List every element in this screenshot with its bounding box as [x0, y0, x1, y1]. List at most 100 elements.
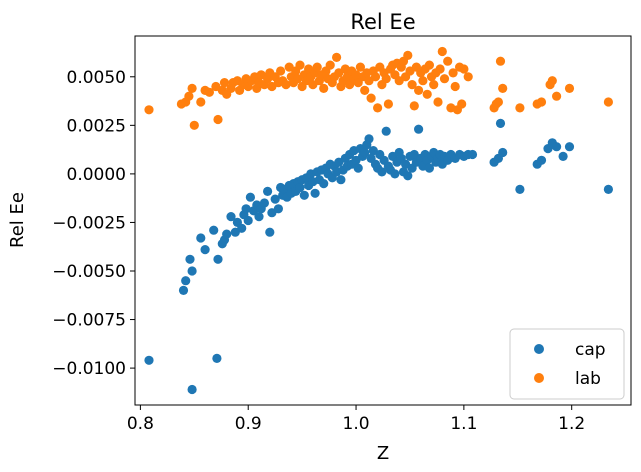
data-point-lab [493, 97, 503, 107]
data-point-cap [558, 151, 568, 161]
data-point-lab [433, 97, 443, 107]
data-point-cap [353, 163, 363, 173]
data-point-lab [184, 91, 194, 101]
data-point-cap [270, 194, 280, 204]
y-tick-label: 0.0050 [67, 68, 126, 88]
data-point-cap [178, 285, 189, 295]
data-point-cap [237, 223, 247, 233]
data-point-cap [467, 149, 478, 160]
data-point-lab [457, 99, 467, 109]
data-point-lab [603, 97, 614, 107]
y-tick-label: 0.0000 [67, 165, 126, 185]
data-point-lab [422, 89, 432, 99]
data-point-lab [536, 97, 547, 107]
data-point-cap [243, 215, 253, 226]
data-point-lab [407, 80, 417, 90]
x-tick-label: 1.2 [558, 414, 585, 434]
data-point-cap [295, 182, 305, 193]
y-tick-label: −0.0075 [52, 311, 126, 331]
data-point-lab [281, 80, 291, 90]
data-point-lab [418, 76, 428, 86]
data-point-lab [373, 103, 383, 113]
data-point-cap [319, 179, 329, 189]
data-point-lab [366, 93, 376, 103]
legend-marker-lab [534, 373, 544, 383]
data-point-cap [222, 229, 232, 239]
data-point-lab [332, 52, 342, 63]
data-point-cap [273, 204, 283, 214]
data-point-lab [429, 80, 439, 90]
data-point-lab [219, 78, 230, 88]
data-point-lab [189, 120, 199, 130]
data-point-cap [495, 118, 506, 128]
data-point-lab [547, 76, 557, 86]
y-tick-label: 0.0025 [67, 116, 126, 136]
y-tick-label: −0.0050 [52, 262, 126, 282]
y-tick-label: −0.0025 [52, 213, 126, 233]
data-point-cap [265, 227, 275, 237]
data-point-lab [463, 72, 473, 82]
data-point-cap [336, 175, 346, 185]
data-point-cap [498, 147, 508, 158]
data-point-lab [325, 60, 335, 70]
data-point-cap [381, 126, 391, 136]
data-point-lab [355, 62, 365, 72]
data-point-cap [187, 266, 197, 276]
legend-label-cap: cap [575, 340, 606, 360]
data-point-cap [515, 184, 525, 194]
data-point-lab [448, 68, 458, 78]
data-point-lab [450, 81, 460, 92]
data-point-lab [443, 56, 453, 66]
data-point-cap [552, 142, 562, 152]
data-point-lab [564, 83, 575, 93]
data-point-lab [196, 97, 206, 107]
data-point-lab [381, 74, 391, 84]
data-point-cap [390, 169, 400, 179]
data-point-cap [414, 124, 424, 134]
data-point-lab [204, 87, 214, 97]
data-point-lab [312, 62, 322, 72]
x-axis-label: Z [377, 443, 389, 464]
data-point-lab [459, 64, 469, 74]
legend-box [509, 328, 625, 400]
plot-area-frame [134, 35, 632, 406]
data-point-cap [185, 254, 195, 264]
data-point-lab [383, 99, 393, 109]
data-point-cap [263, 186, 273, 196]
data-point-lab [435, 64, 445, 74]
y-axis-label: Rel Ee [7, 192, 28, 248]
y-axis-ticks: −0.0100 −0.0075 −0.0050 −0.0025 0.0000 0.0025… [52, 68, 135, 379]
data-point-lab [295, 60, 305, 70]
data-point-lab [370, 72, 381, 82]
data-point-cap [213, 254, 223, 264]
data-point-cap [299, 190, 309, 200]
y-tick-label: −0.0100 [52, 359, 126, 379]
legend-label-lab: lab [575, 369, 601, 389]
chart-title: Rel Ee [350, 10, 415, 34]
data-point-lab [403, 50, 413, 61]
data-point-cap [181, 276, 191, 286]
data-point-lab [360, 85, 370, 95]
data-point-cap [377, 167, 387, 177]
data-point-cap [241, 204, 251, 214]
data-point-cap [254, 212, 264, 222]
data-point-lab [498, 83, 508, 93]
data-point-cap [196, 233, 206, 243]
data-point-cap [226, 212, 236, 222]
x-tick-label: 0.9 [235, 414, 262, 434]
data-point-cap [403, 171, 413, 181]
legend: cap lab [509, 328, 625, 400]
data-point-lab [439, 74, 450, 84]
points-layer [144, 46, 614, 395]
data-point-cap [259, 198, 269, 208]
data-point-lab [187, 83, 197, 93]
data-point-cap [424, 163, 434, 173]
data-point-lab [213, 114, 223, 125]
data-point-lab [414, 85, 424, 95]
data-point-cap [209, 225, 219, 235]
x-tick-label: 0.8 [127, 414, 154, 434]
data-point-lab [495, 56, 506, 66]
legend-marker-cap [534, 344, 544, 354]
data-point-lab [409, 101, 419, 111]
